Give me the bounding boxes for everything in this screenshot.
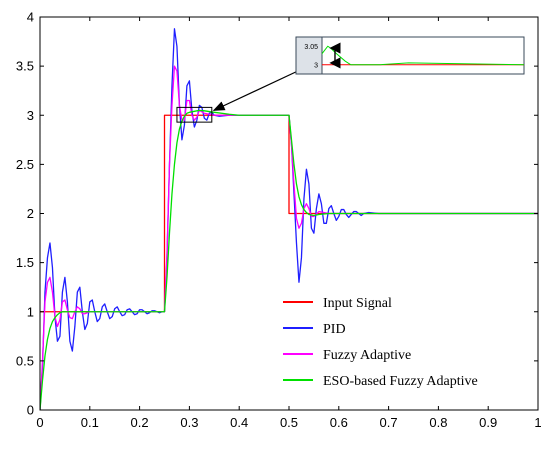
y-tick-label: 0.5 bbox=[16, 353, 34, 368]
series-line-eso-based-fuzzy-adaptive bbox=[40, 109, 538, 410]
series-line-fuzzy-adaptive bbox=[40, 65, 538, 410]
zoom-annotation bbox=[176, 69, 301, 123]
x-tick-label: 0.3 bbox=[180, 415, 198, 430]
x-tick-label: 0.6 bbox=[330, 415, 348, 430]
y-tick-label: 0 bbox=[27, 403, 34, 418]
zoom-arrow bbox=[212, 69, 301, 111]
legend-label-input-signal: Input Signal bbox=[323, 296, 392, 311]
legend-label-pid: PID bbox=[323, 322, 346, 337]
x-tick-label: 0.4 bbox=[230, 415, 248, 430]
x-tick-label: 0.1 bbox=[81, 415, 99, 430]
inset-plot-area bbox=[321, 36, 525, 75]
legend: Input Signal PID Fuzzy Adaptive ESO-based F… bbox=[283, 296, 478, 389]
series-layer bbox=[40, 28, 538, 410]
x-tick-label: 0 bbox=[36, 415, 43, 430]
inset-plot: 3.05 3 bbox=[295, 36, 525, 75]
y-tick-label: 4 bbox=[27, 10, 34, 25]
y-tick-label: 1 bbox=[27, 304, 34, 319]
legend-label-fuzzy-adaptive: Fuzzy Adaptive bbox=[323, 348, 411, 363]
x-tick-label: 0.5 bbox=[280, 415, 298, 430]
legend-label-eso-based-fuzzy-adaptive: ESO-based Fuzzy Adaptive bbox=[323, 374, 478, 389]
inset-y-tick-label: 3.05 bbox=[304, 44, 318, 51]
x-tick-label: 1 bbox=[534, 415, 541, 430]
y-tick-label: 2 bbox=[27, 206, 34, 221]
zoom-box bbox=[176, 106, 213, 123]
x-tick-label: 0.9 bbox=[479, 415, 497, 430]
x-tick-label: 0.7 bbox=[380, 415, 398, 430]
y-tick-label: 3 bbox=[27, 108, 34, 123]
y-tick-label: 1.5 bbox=[16, 255, 34, 270]
y-tick-label: 3.5 bbox=[16, 59, 34, 74]
y-tick-label: 2.5 bbox=[16, 157, 34, 172]
x-tick-label: 0.8 bbox=[429, 415, 447, 430]
series-line-pid bbox=[40, 28, 538, 410]
axis-ticks: 0 0.1 0.2 0.3 0.4 0.5 0.6 0.7 0.8 0.9 1 0 0.5 1 1.5 2 2.… bbox=[16, 10, 542, 431]
x-tick-label: 0.2 bbox=[131, 415, 149, 430]
inset-y-tick-label: 3 bbox=[314, 62, 318, 69]
